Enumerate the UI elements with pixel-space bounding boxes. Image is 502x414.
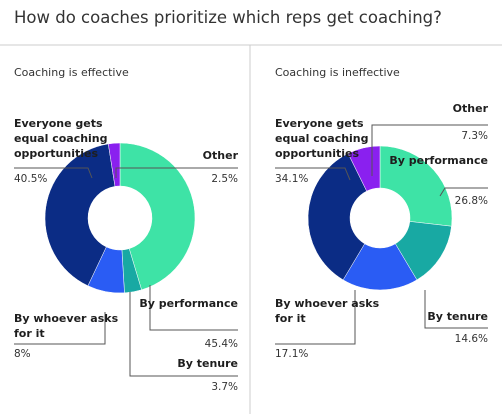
leader-line: [14, 167, 93, 179]
page-title: How do coaches prioritize which reps get…: [14, 8, 442, 27]
leader-line: [371, 124, 488, 176]
value-label: 8%: [14, 348, 31, 360]
leader-line: [14, 312, 106, 345]
value-label: 14.6%: [454, 333, 488, 345]
leader-line: [129, 292, 238, 377]
donut-slice: [379, 145, 453, 227]
value-label: 2.5%: [211, 173, 238, 185]
slice-label: By performance: [139, 297, 238, 310]
slice-label: Other: [202, 149, 238, 162]
donut-slice: [107, 142, 121, 187]
leader-line: [424, 290, 488, 329]
chart-subtitle: Coaching is effective: [14, 66, 129, 79]
value-label: 7.3%: [461, 130, 488, 142]
leader-line: [115, 167, 238, 178]
slice-label: By whoever asks for it: [14, 312, 119, 340]
slice-label: Everyone gets equal coaching opportuniti…: [14, 117, 108, 160]
donut-slice: [44, 143, 116, 287]
slice-label: By tenure: [177, 357, 238, 370]
donut-slice: [119, 142, 196, 291]
slice-label: By whoever asks for it: [275, 297, 380, 325]
slice-label: Other: [452, 102, 488, 115]
value-label: 3.7%: [211, 381, 238, 393]
leader-line: [275, 167, 351, 181]
slice-label: Everyone gets equal coaching opportuniti…: [275, 117, 369, 160]
value-label: 45.4%: [204, 338, 238, 350]
leader-line: [149, 285, 238, 331]
chart-subtitle: Coaching is ineffective: [275, 66, 400, 79]
value-label: 34.1%: [275, 173, 309, 185]
value-label: 17.1%: [275, 348, 309, 360]
donut-slice: [307, 153, 368, 281]
value-label: 40.5%: [14, 173, 48, 185]
leader-line: [439, 187, 488, 197]
slice-label: By performance: [389, 154, 488, 167]
leader-line: [275, 290, 356, 345]
slice-label: By tenure: [427, 310, 488, 323]
value-label: 26.8%: [454, 195, 488, 207]
